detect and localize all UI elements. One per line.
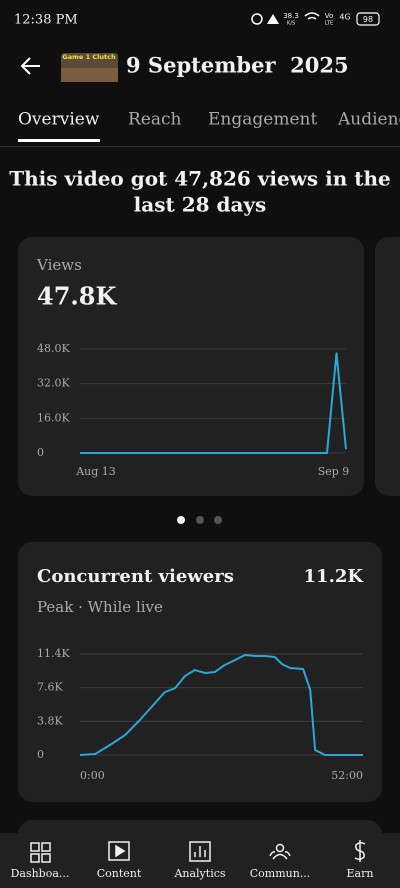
summary-line: last 28 days <box>134 193 267 217</box>
header-title: 9 September 2025 <box>126 53 349 78</box>
tab[interactable]: Audience <box>337 110 400 130</box>
y-tick-label: 11.4K <box>37 647 70 660</box>
tab[interactable]: Overview <box>18 110 100 130</box>
y-tick-label: 0 <box>37 446 44 459</box>
nav-label[interactable]: Content <box>97 867 142 880</box>
nav-labels: Dashboa... Content Analytics Commun... Earn <box>11 867 374 880</box>
dashboard-icon[interactable] <box>30 842 40 852</box>
y-tick-label: 16.0K <box>37 411 70 424</box>
earn-icon[interactable] <box>354 840 366 862</box>
tabs: Overview Reach Engagement Audience <box>18 110 400 130</box>
status-time: 12:38 PM <box>14 13 78 28</box>
y-tick-label: 32.0K <box>37 377 70 390</box>
views-chart: 0 16.0K 32.0K 48.0K Aug 13 Sep 9 <box>37 342 349 478</box>
line-series <box>80 352 347 454</box>
y-tick-label: 0 <box>37 748 44 761</box>
volte: Vo <box>325 12 334 20</box>
alarm-icon <box>251 13 263 25</box>
x-tick-label: 52:00 <box>331 769 363 782</box>
nav-label[interactable]: Analytics <box>173 867 225 880</box>
nav-label[interactable]: Dashboa... <box>11 867 70 880</box>
network: 4G <box>339 13 350 22</box>
concurrent-chart: 0 3.8K 7.6K 11.4K 0:00 52:00 <box>37 647 363 782</box>
line-series <box>79 653 363 756</box>
dashboard-icon[interactable] <box>41 842 51 852</box>
concurrent-subtitle: Peak · While live <box>37 598 163 616</box>
concurrent-peak: 11.2K <box>304 566 365 587</box>
analytics-bars <box>194 846 206 857</box>
thumbnail-ground <box>61 68 118 82</box>
concurrent-title: Concurrent viewers <box>37 566 234 587</box>
views-value: 47.8K <box>37 282 117 311</box>
pager-dot[interactable] <box>196 516 204 524</box>
mute-icon <box>267 14 279 24</box>
analytics-icon[interactable] <box>189 841 211 862</box>
y-tick-label: 3.8K <box>37 714 63 727</box>
pager-dot[interactable] <box>177 516 185 524</box>
tab-divider <box>0 146 400 147</box>
community-icon[interactable] <box>275 843 285 853</box>
summary-line: This video got 47,826 views in the <box>9 167 391 191</box>
views-card[interactable] <box>18 237 364 496</box>
nav-icons <box>30 840 366 863</box>
wifi-icon <box>304 12 320 20</box>
x-tick-label: 0:00 <box>80 769 105 782</box>
community-people <box>269 851 291 860</box>
next-card[interactable] <box>375 237 400 496</box>
tab[interactable]: Reach <box>128 110 182 130</box>
dashboard-icon[interactable] <box>30 853 40 863</box>
tab[interactable]: Engagement <box>208 110 317 130</box>
back-button[interactable] <box>20 57 40 75</box>
thumbnail-text: Game 1 Clutch <box>62 53 116 61</box>
battery-icon <box>356 12 380 26</box>
content-play <box>115 844 126 858</box>
x-tick-label: Sep 9 <box>318 465 350 478</box>
views-label: Views <box>36 256 82 274</box>
lte: LTE <box>325 21 333 27</box>
nav-label[interactable]: Earn <box>347 867 374 880</box>
content-icon[interactable] <box>108 841 130 861</box>
y-tick-label: 7.6K <box>37 681 63 694</box>
y-tick-label: 48.0K <box>37 342 70 355</box>
x-tick-label: Aug 13 <box>75 465 116 478</box>
speed: 38.3 <box>283 12 299 20</box>
battery: 98 <box>363 15 373 24</box>
pager-dot[interactable] <box>214 516 222 524</box>
dashboard-icon[interactable] <box>41 853 51 863</box>
speed-unit: K/S <box>287 21 295 27</box>
tab-underline <box>18 139 100 142</box>
nav-label[interactable]: Commun... <box>250 867 311 880</box>
